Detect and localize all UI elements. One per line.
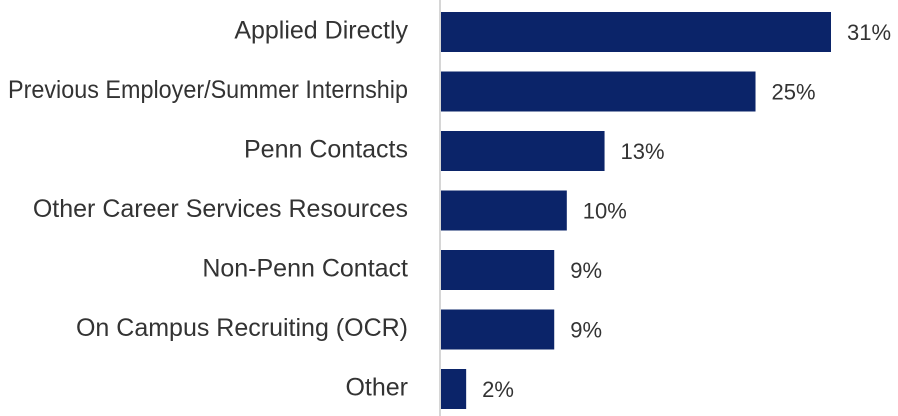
value-label: 13% <box>621 139 665 164</box>
bar <box>441 369 467 409</box>
category-label: Other Career Services Resources <box>33 195 408 223</box>
category-label: Other <box>345 374 408 402</box>
bar <box>441 250 555 290</box>
value-label: 2% <box>482 377 514 402</box>
category-label: Non-Penn Contact <box>202 255 408 283</box>
bar <box>441 190 567 231</box>
bar <box>441 71 756 112</box>
value-label: 9% <box>570 317 602 342</box>
bar <box>441 131 605 171</box>
bar <box>441 12 831 52</box>
bar <box>441 309 555 350</box>
value-label: 10% <box>583 198 627 223</box>
value-label: 9% <box>570 258 602 283</box>
category-label: Applied Directly <box>234 17 408 45</box>
category-label: Penn Contacts <box>244 136 408 164</box>
category-label: Previous Employer/Summer Internship <box>8 76 408 104</box>
value-label: 25% <box>772 79 816 104</box>
category-label: On Campus Recruiting (OCR) <box>76 314 408 342</box>
value-label: 31% <box>847 20 891 45</box>
